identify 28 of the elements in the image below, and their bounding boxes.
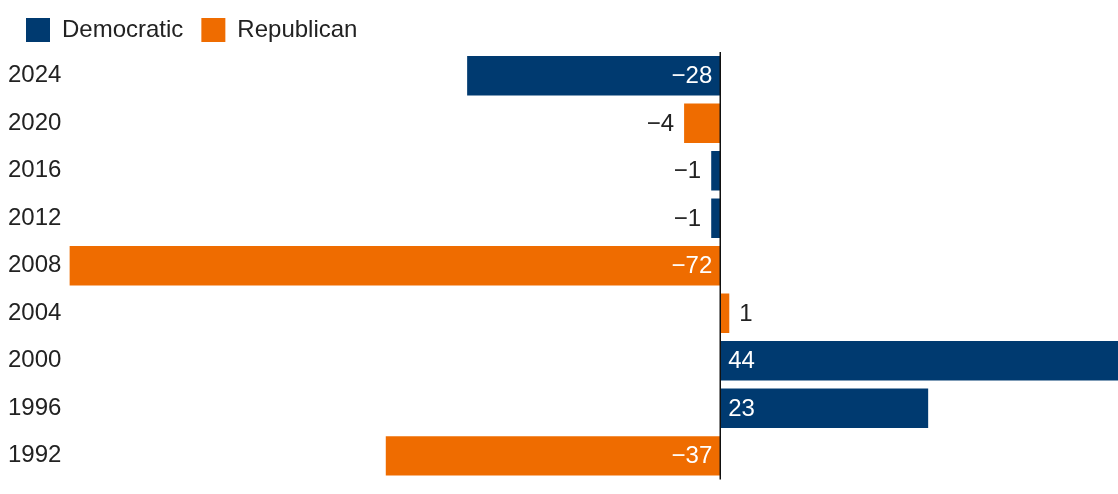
bar <box>684 103 721 143</box>
y-tick-label: 2020 <box>8 107 62 135</box>
bar <box>467 56 721 96</box>
data-label: −37 <box>671 441 713 469</box>
data-label: 1 <box>739 298 753 326</box>
y-tick-label: 1996 <box>8 392 62 420</box>
y-tick-label: 2016 <box>8 155 62 183</box>
y-tick-label: 2008 <box>8 250 62 278</box>
data-label: 23 <box>728 393 755 421</box>
bar <box>720 341 1118 381</box>
bar <box>711 151 721 191</box>
legend-label: Democratic <box>62 14 184 42</box>
data-label: −1 <box>673 203 702 231</box>
bar <box>69 246 721 286</box>
data-label: −1 <box>673 156 702 184</box>
bar <box>711 198 721 239</box>
data-label: −72 <box>671 251 713 279</box>
bar <box>720 388 929 429</box>
data-label: −4 <box>646 108 675 136</box>
y-tick-label: 1992 <box>8 440 62 468</box>
legend-label: Republican <box>237 14 358 42</box>
y-tick-label: 2000 <box>8 345 62 373</box>
y-tick-label: 2012 <box>8 202 62 230</box>
y-tick-label: 2004 <box>8 297 62 325</box>
y-tick-label: 2024 <box>8 60 62 88</box>
data-label: 44 <box>728 346 755 374</box>
data-label: −28 <box>671 61 713 89</box>
bar <box>385 436 721 476</box>
